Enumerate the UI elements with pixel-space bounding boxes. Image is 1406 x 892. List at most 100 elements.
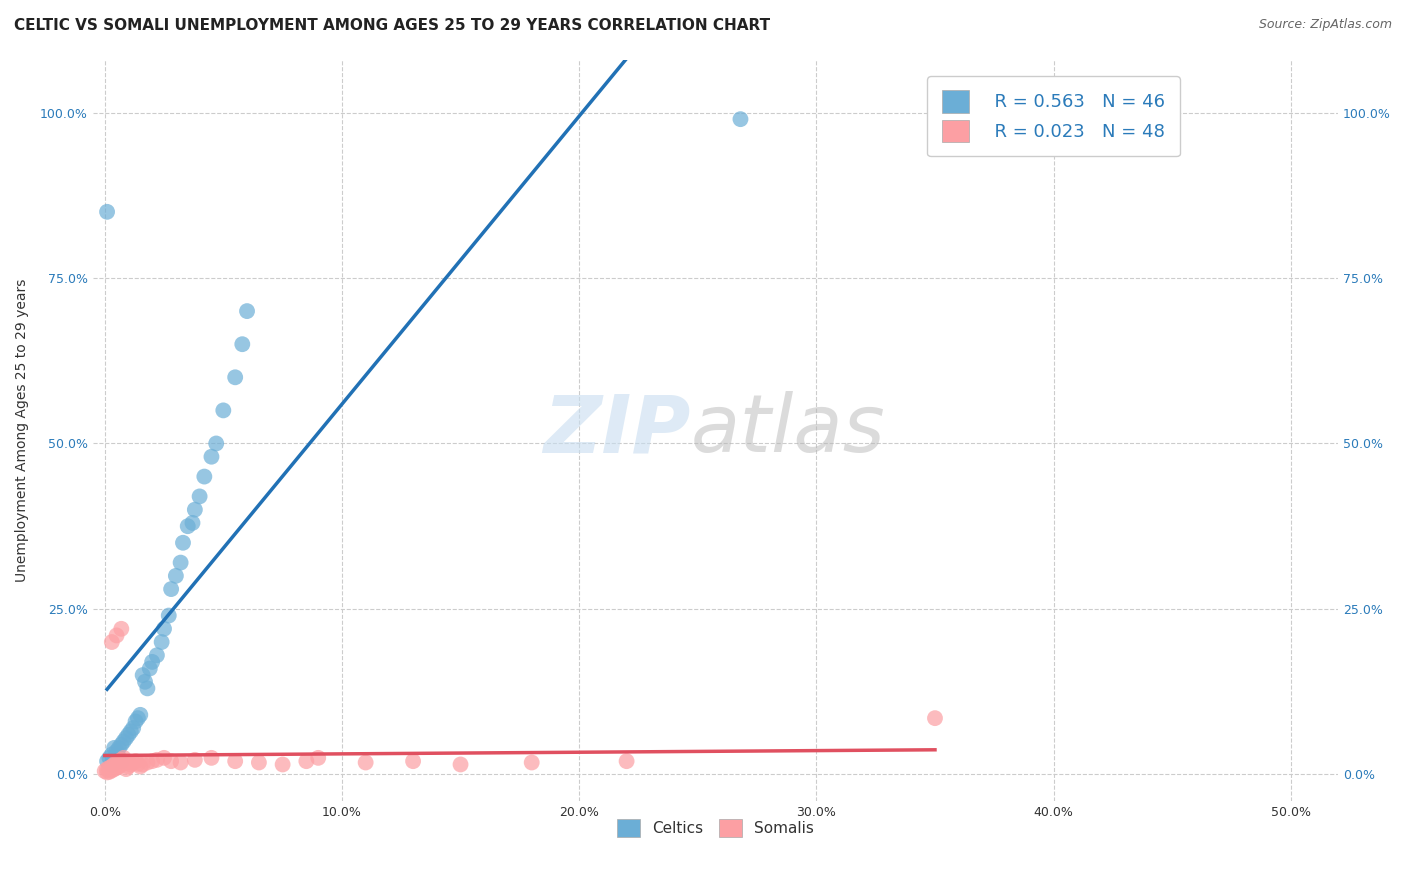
Point (117, 759, 139, 773)
Point (141, 655, 163, 669)
Text: atlas: atlas (690, 392, 886, 469)
Point (101, 635, 124, 649)
Point (96, 762, 118, 776)
Point (205, 436, 228, 450)
Point (193, 469, 215, 483)
Point (103, 762, 125, 776)
Point (105, 756, 128, 770)
Point (98, 761, 121, 775)
Point (165, 569, 187, 583)
Point (184, 753, 207, 767)
Point (120, 724, 142, 739)
Point (247, 756, 270, 770)
Point (110, 757, 132, 772)
Point (110, 753, 132, 767)
Point (307, 751, 329, 765)
Point (98, 764, 121, 779)
Text: CELTIC VS SOMALI UNEMPLOYMENT AMONG AGES 25 TO 29 YEARS CORRELATION CHART: CELTIC VS SOMALI UNEMPLOYMENT AMONG AGES… (14, 18, 770, 33)
Point (236, 304, 259, 318)
Legend: Celtics, Somalis: Celtics, Somalis (610, 811, 821, 845)
Point (96, 754, 118, 768)
Point (96, 204, 118, 219)
Point (520, 756, 543, 770)
Point (131, 757, 153, 772)
Point (129, 759, 152, 773)
Point (96, 765, 118, 780)
Point (141, 754, 163, 768)
Point (271, 757, 294, 772)
Text: ZIP: ZIP (543, 392, 690, 469)
Point (120, 757, 142, 772)
Point (101, 757, 124, 772)
Point (146, 753, 169, 767)
Point (105, 754, 128, 768)
Point (115, 731, 138, 745)
Text: Source: ZipAtlas.com: Source: ZipAtlas.com (1258, 18, 1392, 31)
Point (212, 403, 235, 417)
Point (153, 622, 176, 636)
Point (139, 661, 162, 675)
Point (136, 681, 159, 696)
Point (146, 648, 169, 663)
Point (108, 759, 131, 773)
Point (105, 761, 128, 775)
Point (115, 756, 138, 770)
Point (224, 754, 246, 768)
Point (450, 757, 472, 772)
Point (110, 754, 132, 768)
Point (354, 756, 377, 770)
Point (112, 756, 135, 770)
Point (169, 556, 191, 570)
Point (160, 754, 183, 768)
Point (110, 738, 132, 752)
Point (402, 754, 425, 768)
Point (108, 751, 131, 765)
Point (160, 582, 183, 596)
Point (177, 519, 200, 533)
Point (127, 756, 149, 771)
Point (124, 754, 146, 768)
Point (730, 112, 752, 127)
Point (169, 756, 191, 770)
Point (108, 740, 131, 755)
Point (117, 728, 139, 742)
Point (136, 756, 159, 770)
Point (200, 751, 222, 765)
Point (129, 707, 152, 722)
Point (188, 490, 211, 504)
Point (157, 608, 180, 623)
Point (172, 535, 194, 549)
Point (103, 740, 125, 755)
Point (98, 751, 121, 765)
Point (924, 711, 946, 725)
Point (103, 754, 125, 768)
Point (616, 754, 638, 768)
Point (115, 762, 138, 776)
Point (105, 628, 128, 642)
Point (295, 754, 318, 768)
Point (184, 502, 207, 516)
Point (105, 744, 128, 758)
Point (112, 751, 135, 765)
Point (124, 714, 146, 729)
Point (153, 751, 176, 765)
Point (101, 747, 124, 762)
Y-axis label: Unemployment Among Ages 25 to 29 years: Unemployment Among Ages 25 to 29 years (15, 278, 30, 582)
Point (134, 674, 156, 689)
Point (93, 764, 115, 778)
Point (103, 757, 125, 772)
Point (101, 764, 124, 778)
Point (101, 759, 124, 773)
Point (181, 516, 204, 530)
Point (110, 622, 132, 636)
Point (122, 756, 145, 770)
Point (200, 450, 222, 464)
Point (131, 668, 153, 682)
Point (112, 734, 135, 748)
Point (108, 754, 131, 768)
Point (224, 370, 246, 384)
Point (150, 635, 173, 649)
Point (122, 721, 145, 735)
Point (231, 337, 253, 351)
Point (127, 711, 149, 725)
